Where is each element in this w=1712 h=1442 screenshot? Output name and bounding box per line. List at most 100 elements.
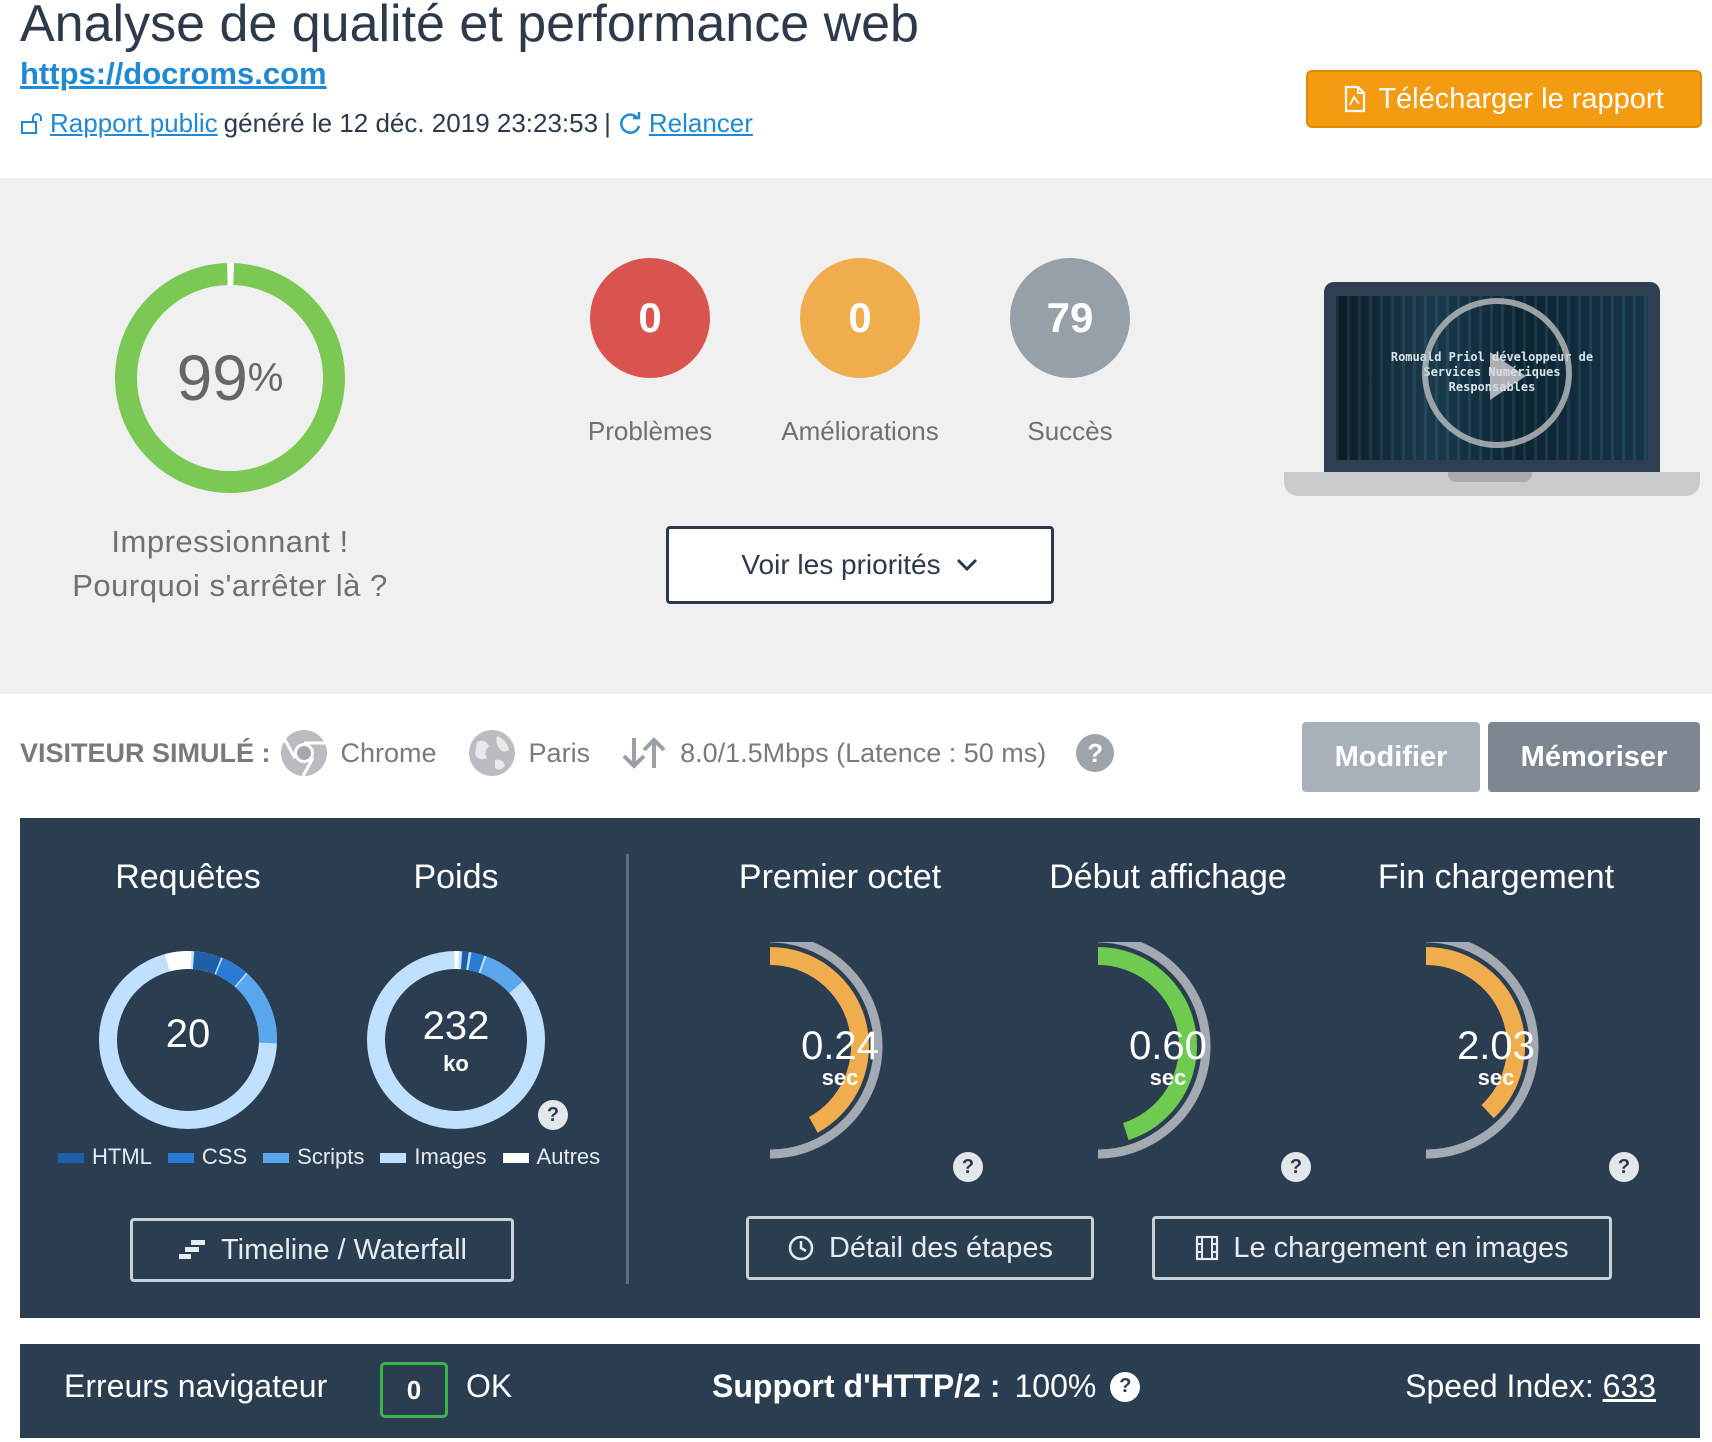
- step-details-button[interactable]: Détail des étapes: [746, 1216, 1094, 1280]
- requests-donut: [99, 951, 277, 1129]
- up-down-arrows-icon: [622, 737, 666, 769]
- legend-scripts: Scripts: [263, 1144, 364, 1170]
- load-end-gauge: [1425, 942, 1539, 1159]
- timeline-waterfall-button[interactable]: Timeline / Waterfall: [130, 1218, 514, 1282]
- success-label: Succès: [1027, 416, 1113, 446]
- download-report-button[interactable]: Télécharger le rapport: [1306, 70, 1702, 128]
- public-report-link[interactable]: Rapport public: [50, 108, 218, 138]
- first-byte-value: 0.24: [801, 1024, 879, 1068]
- score-percent-sign: %: [247, 355, 284, 400]
- unlock-icon: [21, 112, 42, 134]
- legend-css: CSS: [167, 1144, 248, 1170]
- generated-date: généré le 12 déc. 2019 23:23:53: [223, 108, 599, 138]
- laptop-frame: Romuald Priol développeur de Services Nu…: [1324, 282, 1660, 472]
- weight-value: 232: [422, 1004, 490, 1048]
- separator: |: [604, 108, 611, 138]
- load-end-value-block: 2.03 sec: [1396, 1024, 1596, 1091]
- load-end-help-icon[interactable]: ?: [1609, 1152, 1639, 1182]
- panel-divider: [626, 854, 629, 1284]
- rerun-link[interactable]: Relancer: [648, 108, 753, 138]
- improvements-count[interactable]: 0: [800, 258, 920, 378]
- legend-swatch-css: [167, 1153, 194, 1164]
- browser-setting: Chrome: [279, 728, 437, 778]
- first-byte-gauge-arc: [769, 947, 869, 1133]
- summary-bar: Erreurs navigateur 0 OK Support d'HTTP/2…: [20, 1344, 1700, 1438]
- first-byte-gauge-track: [769, 942, 883, 1159]
- report-info-line: Rapport public généré le 12 déc. 2019 23…: [20, 108, 753, 139]
- weight-help-icon[interactable]: ?: [538, 1100, 568, 1130]
- improvements-label: Améliorations: [781, 416, 939, 446]
- step-details-label: Détail des étapes: [828, 1231, 1054, 1264]
- chrome-icon: [280, 730, 327, 777]
- weight-value-block: 232 ko: [364, 1004, 548, 1077]
- requests-value: 20: [165, 1012, 211, 1056]
- legend-swatch-autres: [502, 1153, 529, 1164]
- first-byte-title: Premier octet: [738, 858, 942, 896]
- success-count[interactable]: 79: [1010, 258, 1130, 378]
- start-render-value-block: 0.60 sec: [1068, 1024, 1268, 1091]
- legend-images-label: Images: [414, 1144, 487, 1169]
- weight-segment-autres: [367, 951, 545, 1129]
- connection-value: 8.0/1.5Mbps (Latence : 50 ms): [680, 737, 1047, 768]
- location-name: Paris: [528, 737, 591, 768]
- page-title: Analyse de qualité et performance web: [20, 0, 919, 53]
- weight-unit: ko: [443, 1051, 469, 1076]
- play-icon[interactable]: [1422, 298, 1572, 448]
- score-message-line2: Pourquoi s'arrêter là ?: [72, 568, 388, 603]
- refresh-icon[interactable]: [617, 111, 643, 137]
- timeline-label: Timeline / Waterfall: [220, 1233, 468, 1266]
- load-end-gauge-track: [1425, 942, 1539, 1159]
- legend-swatch-images: [380, 1153, 407, 1164]
- start-render-unit: sec: [1149, 1065, 1187, 1090]
- modify-button[interactable]: Modifier: [1302, 722, 1480, 792]
- start-render-value: 0.60: [1129, 1024, 1207, 1068]
- problems-count[interactable]: 0: [590, 258, 710, 378]
- speed-index-value[interactable]: 633: [1602, 1368, 1656, 1404]
- start-render-gauge-track: [1097, 942, 1211, 1159]
- problems-label: Problèmes: [587, 416, 713, 446]
- legend-html: HTML: [58, 1144, 152, 1170]
- analyzed-url-link[interactable]: https://docroms.com: [20, 56, 327, 91]
- first-byte-help-icon[interactable]: ?: [953, 1152, 983, 1182]
- globe-icon: [468, 730, 515, 776]
- score-message-line1: Impressionnant !: [111, 524, 349, 559]
- laptop-notch: [1448, 472, 1532, 482]
- location-setting: Paris: [467, 728, 591, 778]
- first-byte-value-block: 0.24 sec: [740, 1024, 940, 1091]
- legend-css-label: CSS: [201, 1144, 248, 1169]
- start-render-title: Début affichage: [1049, 858, 1287, 896]
- intro-video[interactable]: Romuald Priol développeur de Services Nu…: [1336, 296, 1648, 460]
- legend-autres: Autres: [502, 1144, 601, 1170]
- first-byte-unit: sec: [821, 1065, 859, 1090]
- see-priorities-button[interactable]: Voir les priorités: [666, 526, 1054, 604]
- legend-scripts-label: Scripts: [297, 1144, 365, 1169]
- load-end-title: Fin chargement: [1377, 858, 1615, 896]
- http2-help-icon[interactable]: ?: [1110, 1371, 1141, 1402]
- start-render-gauge-arc: [1097, 947, 1197, 1141]
- start-render-gauge: [1097, 942, 1211, 1159]
- score-ring: [114, 263, 345, 493]
- requests-title: Requêtes: [115, 858, 261, 896]
- loading-images-button[interactable]: Le chargement en images: [1152, 1216, 1612, 1280]
- play-triangle: [1490, 352, 1526, 400]
- help-icon[interactable]: ?: [1076, 734, 1115, 772]
- requests-segment-css: [99, 951, 277, 1129]
- first-byte-gauge: [769, 942, 883, 1159]
- waterfall-icon: [178, 1240, 205, 1259]
- connection-setting: 8.0/1.5Mbps (Latence : 50 ms): [620, 736, 1046, 770]
- start-render-help-icon[interactable]: ?: [1281, 1152, 1311, 1182]
- resource-legend: HTML CSS Scripts Images Autres: [58, 1144, 600, 1170]
- visitor-label: VISITEUR SIMULÉ :: [20, 737, 271, 768]
- legend-swatch-html: [58, 1153, 84, 1164]
- browser-errors-count[interactable]: 0: [380, 1362, 448, 1418]
- chevron-down-icon: [956, 558, 977, 572]
- load-end-value: 2.03: [1457, 1024, 1535, 1068]
- legend-html-label: HTML: [92, 1144, 152, 1169]
- score-value: 99%: [110, 258, 350, 498]
- simulated-visitor-row: VISITEUR SIMULÉ : Chrome Paris 8.0/1.5Mb…: [20, 728, 1115, 778]
- score-ring-arc: [114, 263, 345, 493]
- memorize-button[interactable]: Mémoriser: [1488, 722, 1700, 792]
- film-icon: [1196, 1235, 1219, 1261]
- legend-autres-label: Autres: [536, 1144, 601, 1169]
- score-message: Impressionnant ! Pourquoi s'arrêter là ?: [30, 520, 430, 608]
